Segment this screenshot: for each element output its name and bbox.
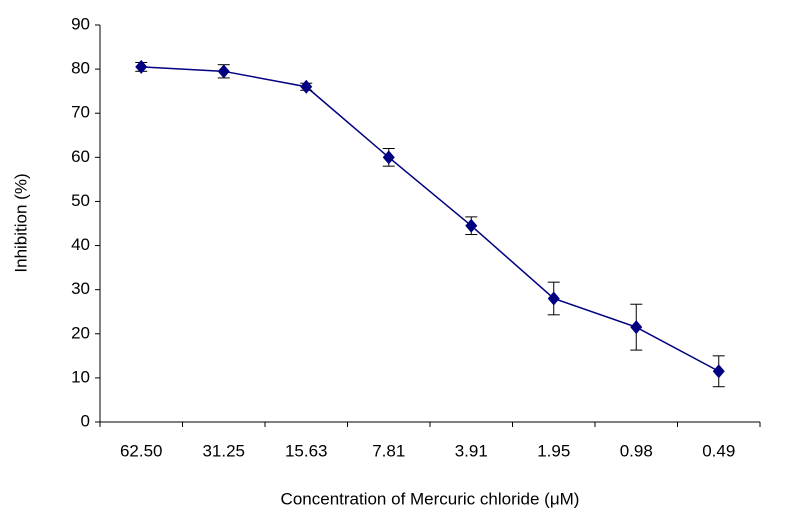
x-tick-label: 62.50 — [120, 441, 163, 460]
data-point — [382, 150, 395, 165]
data-point — [547, 291, 560, 306]
x-tick-label: 1.95 — [537, 441, 570, 460]
y-tick-label: 20 — [71, 323, 90, 342]
data-point — [135, 59, 148, 74]
x-axis-label: Concentration of Mercuric chloride (μM) — [281, 489, 580, 508]
x-tick-label: 0.49 — [702, 441, 735, 460]
x-tick-label: 7.81 — [372, 441, 405, 460]
data-point — [217, 64, 230, 79]
y-tick-label: 90 — [71, 14, 90, 33]
y-axis-label: Inhibition (%) — [11, 173, 30, 272]
y-tick-label: 10 — [71, 367, 90, 386]
data-point — [300, 79, 313, 94]
data-point — [465, 218, 478, 233]
x-tick-label: 31.25 — [202, 441, 245, 460]
x-tick-label: 3.91 — [455, 441, 488, 460]
y-tick-label: 60 — [71, 147, 90, 166]
y-tick-label: 80 — [71, 59, 90, 78]
y-tick-label: 0 — [81, 411, 90, 430]
data-point — [630, 320, 643, 335]
x-tick-label: 0.98 — [620, 441, 653, 460]
y-tick-label: 40 — [71, 235, 90, 254]
x-tick-label: 15.63 — [285, 441, 328, 460]
data-point — [712, 364, 725, 379]
y-tick-label: 30 — [71, 279, 90, 298]
y-tick-label: 70 — [71, 103, 90, 122]
y-tick-label: 50 — [71, 191, 90, 210]
data-line — [141, 66, 720, 372]
